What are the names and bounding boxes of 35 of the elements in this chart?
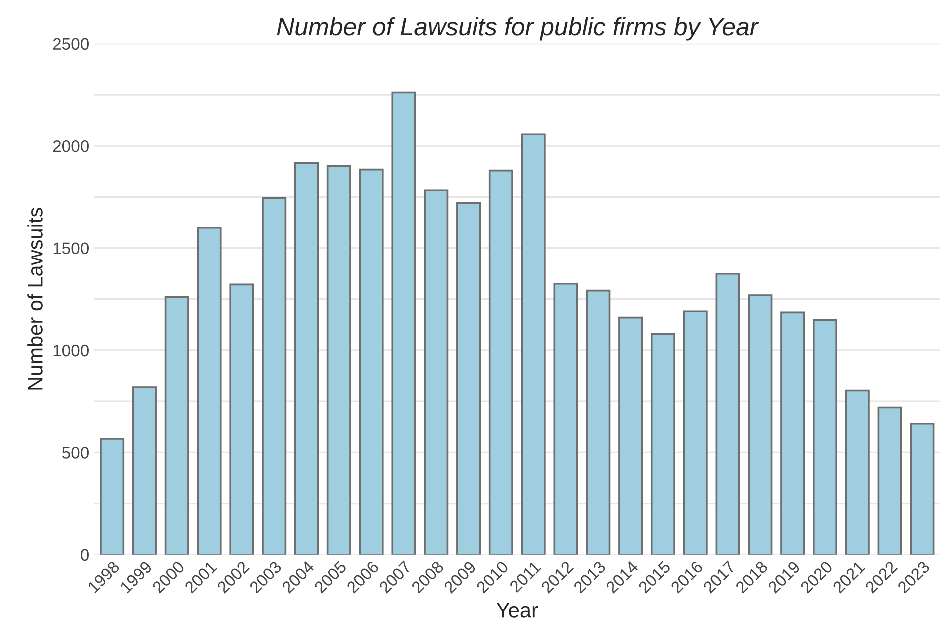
bar bbox=[230, 284, 254, 555]
bar bbox=[554, 282, 578, 555]
bar bbox=[521, 134, 546, 555]
bar bbox=[910, 422, 935, 555]
bar bbox=[488, 170, 514, 555]
bar bbox=[359, 168, 384, 555]
y-tick-label: 2000 bbox=[53, 140, 89, 152]
chart-title: Number of Lawsuits for public firms by Year bbox=[277, 17, 760, 41]
bar bbox=[197, 226, 222, 555]
y-tick-label: 1500 bbox=[54, 242, 89, 254]
bar bbox=[716, 272, 740, 555]
y-tick-label: 1000 bbox=[54, 344, 89, 357]
y-tick-label: 500 bbox=[62, 447, 89, 459]
bar bbox=[812, 319, 838, 555]
bar bbox=[100, 438, 125, 555]
bar bbox=[326, 165, 352, 555]
bar bbox=[780, 312, 806, 555]
y-axis-title: Number of Lawsuits bbox=[28, 208, 43, 390]
bar bbox=[748, 294, 773, 555]
bar bbox=[878, 406, 902, 555]
bar bbox=[262, 197, 287, 555]
bar bbox=[392, 92, 416, 555]
bar bbox=[650, 333, 676, 555]
bar bbox=[132, 386, 157, 555]
bar bbox=[164, 296, 190, 555]
y-tick-label: 0 bbox=[81, 549, 89, 562]
bar bbox=[586, 290, 611, 555]
bar bbox=[456, 202, 482, 555]
bar bbox=[424, 190, 449, 555]
bar bbox=[294, 162, 319, 555]
bar bbox=[845, 390, 870, 555]
bar bbox=[683, 310, 708, 555]
x-axis-title: Year bbox=[496, 603, 538, 618]
y-tick-label: 2500 bbox=[53, 38, 89, 50]
bar bbox=[618, 316, 644, 555]
